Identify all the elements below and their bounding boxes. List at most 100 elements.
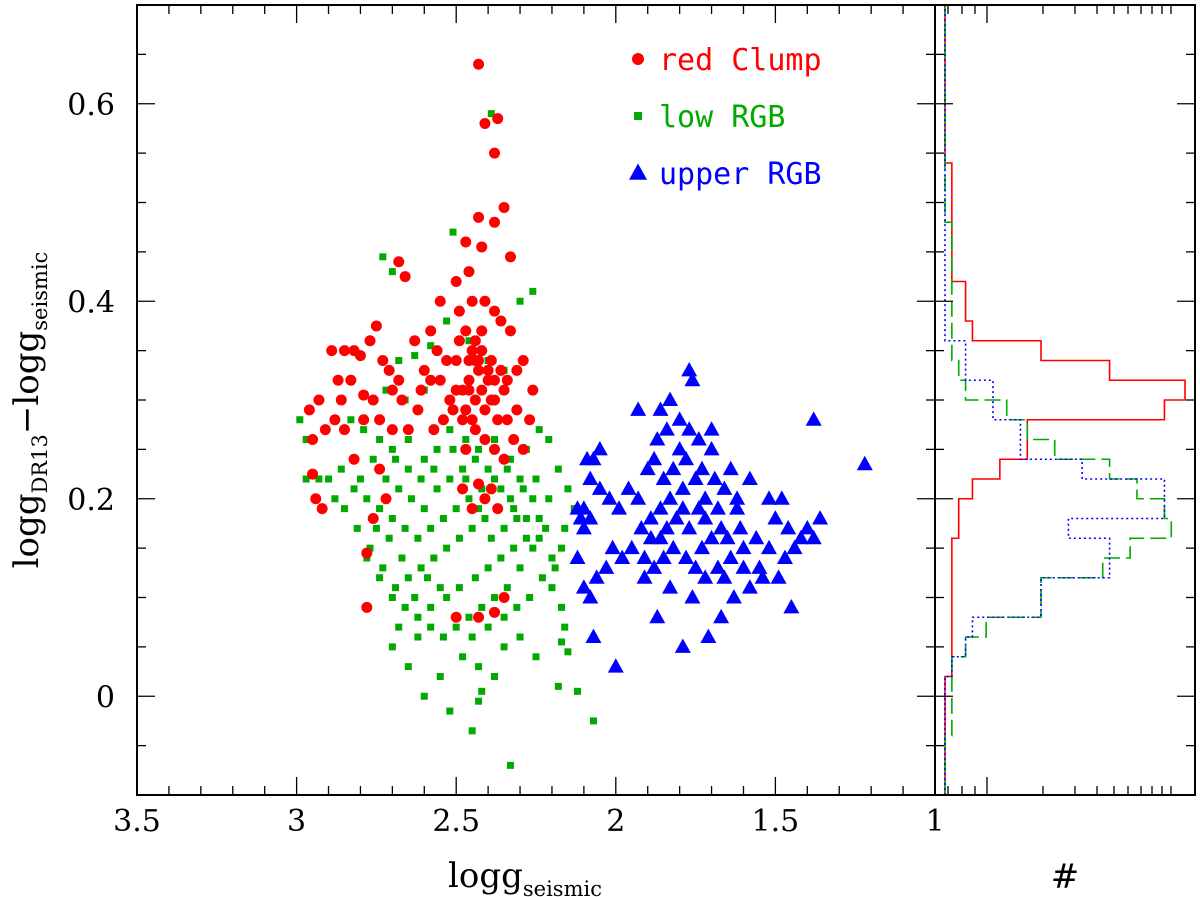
low-rgb-point	[302, 475, 310, 483]
low-rgb-point	[363, 495, 371, 503]
low-rgb-point	[558, 603, 566, 611]
low-rgb-point	[548, 584, 556, 592]
upper-rgb-point	[748, 529, 765, 545]
x-tick-label: 3.5	[113, 804, 161, 839]
red-clump-point	[386, 384, 398, 396]
y-tick-label: 0.6	[67, 88, 115, 123]
red-clump-point	[473, 58, 485, 70]
red-clump-point	[316, 503, 328, 515]
histogram-x-label: #	[1051, 857, 1080, 897]
red-clump-point	[434, 295, 446, 307]
low-rgb-point	[561, 623, 569, 631]
upper-rgb-point	[780, 519, 797, 535]
upper-rgb-point	[674, 500, 691, 515]
low-rgb-point	[558, 544, 566, 552]
low-rgb-point	[430, 465, 438, 473]
upper-rgb-point	[786, 539, 803, 555]
low-rgb-point	[529, 287, 537, 295]
upper-rgb-point	[598, 559, 615, 574]
low-rgb-point	[325, 475, 333, 483]
red-clump-point	[489, 305, 501, 317]
low-rgb-point	[404, 436, 412, 443]
low-rgb-point	[392, 584, 400, 592]
red-clump-point	[425, 374, 437, 386]
red-clump-point	[303, 404, 315, 416]
low-rgb-point	[465, 495, 473, 503]
red-clump-point	[307, 468, 319, 480]
upper-rgb-point	[607, 658, 624, 673]
upper-rgb-point	[649, 608, 666, 624]
upper-rgb-point	[678, 450, 695, 466]
upper-rgb-point	[582, 470, 599, 485]
low-rgb-point	[417, 475, 425, 483]
upper-rgb-point	[693, 539, 710, 555]
low-rgb-point	[516, 297, 524, 305]
red-clump-point	[380, 493, 392, 505]
red-clump-point	[469, 355, 481, 366]
low-rgb-point	[554, 682, 562, 690]
low-rgb-point	[443, 317, 451, 325]
low-rgb-point	[340, 505, 348, 513]
red-clump-point	[402, 424, 414, 436]
low-rgb-point	[452, 505, 460, 513]
red-clump-point	[383, 364, 395, 376]
upper-rgb-point	[579, 450, 596, 466]
low-rgb-point	[372, 524, 380, 532]
low-rgb-point	[385, 534, 393, 542]
red-clump-point	[399, 271, 411, 283]
upper-rgb-point	[633, 519, 650, 535]
histogram-red-clump	[944, 5, 1186, 795]
legend-label-low-rgb: low RGB	[659, 100, 785, 135]
low-rgb-point	[433, 445, 441, 453]
upper-rgb-point	[588, 569, 605, 584]
low-rgb-point	[497, 485, 505, 493]
upper-rgb-point	[681, 361, 698, 377]
red-clump-point	[425, 325, 437, 337]
red-clump-point	[460, 443, 472, 455]
low-rgb-point	[573, 687, 581, 695]
red-clump-point	[460, 325, 472, 337]
upper-rgb-point	[658, 421, 675, 436]
red-clump-point	[479, 493, 491, 505]
red-clump-point	[492, 503, 504, 515]
red-clump-point	[476, 325, 488, 337]
red-clump-point	[367, 513, 379, 524]
upper-rgb-point	[741, 470, 758, 485]
red-clump-point	[485, 394, 497, 406]
red-clump-point	[485, 483, 497, 495]
red-clump-point	[469, 424, 481, 436]
low-rgb-point	[558, 638, 566, 646]
low-rgb-point	[532, 653, 540, 661]
upper-rgb-point	[646, 450, 663, 466]
low-rgb-point	[379, 564, 387, 572]
red-clump-point	[457, 483, 469, 495]
red-clump-point	[479, 295, 491, 307]
red-clump-point	[358, 414, 370, 426]
upper-rgb-point	[575, 519, 592, 535]
red-clump-point	[469, 335, 481, 347]
red-clump-point	[418, 364, 430, 376]
upper-rgb-point	[690, 500, 707, 515]
low-rgb-point	[296, 416, 304, 424]
red-clump-point	[437, 414, 449, 426]
upper-rgb-point	[652, 401, 669, 416]
low-rgb-point	[459, 653, 467, 661]
low-rgb-point	[414, 534, 422, 542]
low-rgb-point	[529, 495, 537, 503]
low-rgb-point	[487, 110, 495, 118]
upper-rgb-point	[662, 391, 679, 406]
low-rgb-point	[526, 594, 534, 601]
low-rgb-point	[439, 633, 447, 641]
upper-rgb-point	[773, 490, 790, 505]
upper-rgb-point	[812, 510, 829, 525]
upper-rgb-point	[732, 519, 749, 535]
low-rgb-point	[420, 455, 428, 463]
low-rgb-point	[462, 475, 470, 483]
upper-rgb-point	[591, 480, 608, 495]
low-rgb-point	[478, 485, 486, 493]
red-clump-point	[386, 424, 398, 436]
low-rgb-point	[455, 584, 463, 592]
low-rgb-point	[382, 386, 390, 394]
red-clump-point	[434, 374, 446, 386]
